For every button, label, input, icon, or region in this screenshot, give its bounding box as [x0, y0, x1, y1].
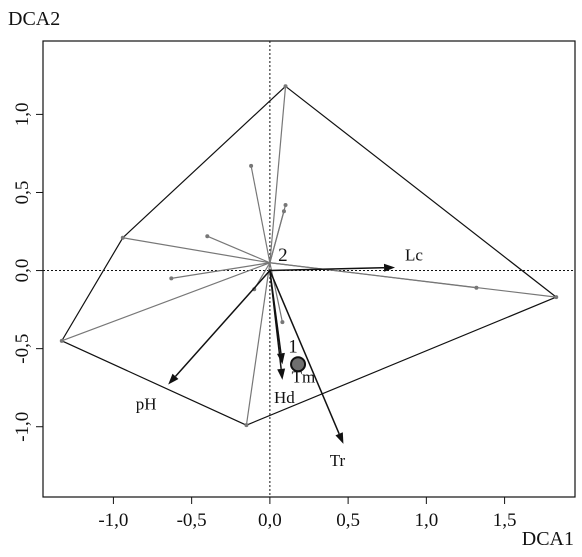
- site-spoke: [250, 165, 271, 263]
- x-axis-title: DCA1: [521, 528, 574, 550]
- x-tick-label: -1,0: [98, 510, 128, 531]
- site-point: [244, 423, 249, 428]
- site-point: [281, 209, 286, 214]
- x-tick-label: 0,5: [336, 510, 360, 531]
- site-point: [283, 202, 288, 207]
- site-point: [205, 234, 210, 239]
- vector-line: [269, 266, 385, 272]
- vector-arrowhead: [277, 368, 286, 380]
- y-axis-title: DCA2: [8, 8, 61, 30]
- x-tick-label: 0,0: [258, 510, 282, 531]
- site-spoke: [269, 86, 287, 263]
- plot-frame: [42, 40, 576, 498]
- group-2-label: 2: [278, 245, 288, 266]
- x-tick-label: 1,0: [414, 510, 438, 531]
- site-point: [120, 235, 125, 240]
- y-tick-label: -0,5: [12, 334, 33, 364]
- y-tick-label: 0,0: [12, 259, 33, 283]
- vector-arrowhead: [383, 263, 396, 272]
- axis-ticks: -1,0 -0,5 0,0 0,5 1,0 1,5 -1,0 -0,5 0,0 0,5 1,0: [12, 103, 516, 531]
- site-spoke: [61, 262, 271, 342]
- site-point: [474, 285, 479, 290]
- site-spoke: [269, 262, 283, 323]
- group-1-centroid-marker: [290, 356, 307, 373]
- site-spokes: [59, 84, 559, 428]
- vector-line: [174, 270, 271, 377]
- vector-label: Hd: [274, 388, 295, 407]
- site-hull-polygon: [60, 85, 558, 426]
- site-spoke: [269, 211, 285, 263]
- x-tick-label: 1,5: [493, 510, 517, 531]
- site-hull: [60, 85, 558, 426]
- site-spoke: [122, 237, 270, 264]
- vector-line: [269, 270, 340, 435]
- site-point: [249, 163, 254, 168]
- vector-label: Tr: [330, 451, 346, 470]
- vector-label: Lc: [405, 245, 423, 264]
- group-1-label: 1: [288, 336, 298, 357]
- vector-arrowhead: [335, 432, 344, 444]
- vector-line: [269, 270, 282, 354]
- y-tick-label: -1,0: [12, 412, 33, 442]
- site-point: [280, 320, 285, 325]
- site-point: [283, 84, 288, 89]
- site-point: [554, 295, 559, 300]
- site-spoke: [207, 235, 271, 264]
- site-point: [169, 276, 174, 281]
- x-tick-label: -0,5: [177, 510, 207, 531]
- site-spoke: [171, 262, 270, 279]
- vector-arrowhead: [168, 373, 179, 385]
- site-spoke: [269, 262, 477, 289]
- y-tick-label: 1,0: [12, 103, 33, 127]
- chart-labels: 12: [278, 245, 307, 373]
- vector-arrowhead: [276, 352, 285, 365]
- site-point: [59, 338, 64, 343]
- vector-label: pH: [136, 395, 157, 414]
- reference-lines: [43, 41, 575, 497]
- y-tick-label: 0,5: [12, 181, 33, 205]
- site-spoke: [245, 262, 271, 426]
